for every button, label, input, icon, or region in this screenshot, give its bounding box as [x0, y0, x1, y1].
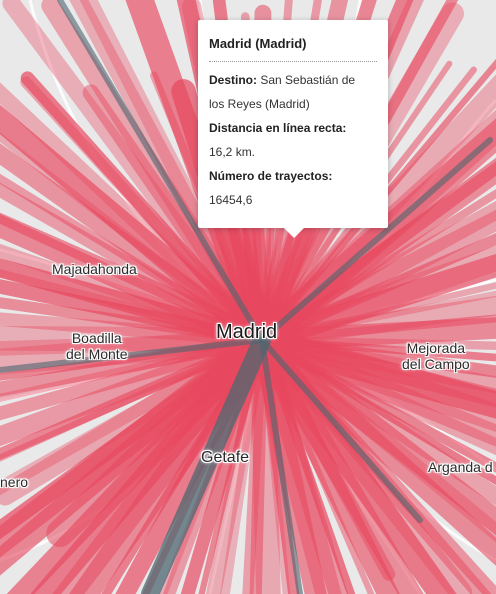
tooltip-destino-value-line1: San Sebastián de	[260, 73, 356, 87]
tooltip-trayectos-key: Número de trayectos:	[209, 169, 333, 183]
flow-line[interactable]	[248, 326, 496, 419]
city-label-partial-left: nero	[0, 474, 29, 490]
tooltip-destino: Destino: San Sebastián de	[209, 68, 377, 92]
tooltip-title: Madrid (Madrid)	[209, 36, 307, 51]
flow-line[interactable]	[135, 333, 269, 594]
flow-line[interactable]	[0, 334, 268, 512]
city-label-getafe: Getafe	[201, 449, 250, 466]
flow-line[interactable]	[251, 317, 496, 351]
flow-line[interactable]	[254, 332, 496, 554]
tooltip-destino-key: Destino:	[209, 73, 257, 87]
flow-line[interactable]	[0, 332, 270, 356]
city-label-mejorada-line2: del Campo	[402, 356, 470, 372]
tooltip-distancia-key: Distancia en línea recta:	[209, 121, 347, 135]
flow-line[interactable]	[252, 69, 496, 350]
flow-line[interactable]	[20, 71, 269, 347]
flow-line[interactable]	[0, 8, 270, 348]
flow-line[interactable]	[258, 115, 496, 344]
flow-tooltip: Madrid (Madrid) Destino: San Sebastián d…	[198, 20, 388, 238]
city-label-madrid[interactable]: Madrid	[216, 321, 278, 343]
city-label-majadahonda: Majadahonda	[52, 261, 137, 277]
flow-line[interactable]	[2, 0, 271, 349]
highlighted-flow-line[interactable]	[259, 337, 423, 523]
flow-line[interactable]	[250, 253, 496, 352]
tooltip-trayectos-value: 16454,6	[209, 193, 253, 207]
flow-line[interactable]	[251, 329, 423, 594]
flow-line[interactable]	[258, 239, 496, 344]
tooltip-destino-line2: los Reyes (Madrid)	[209, 97, 310, 111]
flow-line[interactable]	[0, 167, 267, 345]
flow-line[interactable]	[0, 329, 273, 506]
tooltip-distancia-value: 16,2 km.	[209, 145, 256, 159]
flow-line[interactable]	[0, 333, 269, 535]
city-label-arganda: Arganda d	[428, 459, 493, 475]
flow-line[interactable]	[0, 331, 271, 548]
tooltip-separator	[209, 61, 377, 62]
highlighted-flow-line[interactable]	[259, 337, 303, 594]
flow-line[interactable]	[249, 333, 269, 594]
flow-line[interactable]	[0, 18, 274, 352]
flow-line[interactable]	[220, 335, 267, 594]
flow-line[interactable]	[0, 325, 275, 353]
flow-line[interactable]	[258, 336, 463, 594]
flow-line[interactable]	[251, 329, 496, 492]
city-label-mejorada: Mejorada del Campo	[402, 340, 470, 372]
highlighted-flow-line[interactable]	[141, 331, 271, 594]
highlighted-flow-line[interactable]	[57, 0, 265, 343]
flow-line[interactable]	[248, 326, 496, 458]
city-label-mejorada-line1: Mejorada	[406, 340, 466, 356]
city-label-boadilla-line2: del Monte	[66, 346, 128, 362]
highlighted-flow-line[interactable]	[259, 137, 493, 343]
city-label-boadilla-line1: Boadilla	[71, 330, 122, 346]
flow-line[interactable]	[242, 334, 268, 594]
highlighted-flow-line[interactable]	[0, 337, 265, 373]
city-label-boadilla: Boadilla del Monte	[66, 330, 127, 362]
